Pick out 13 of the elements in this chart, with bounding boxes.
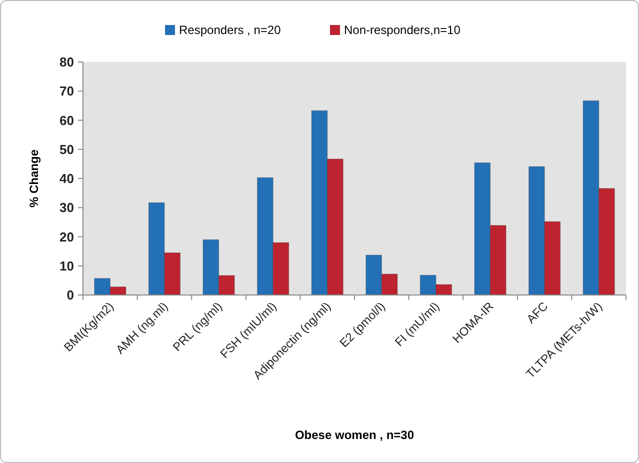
y-tick-label: 10 <box>60 258 74 274</box>
y-tick-label: 50 <box>60 142 74 157</box>
y-tick-label: 80 <box>60 54 74 70</box>
y-tick-label: 70 <box>60 84 74 99</box>
y-axis-title: % Change <box>27 149 41 208</box>
y-tick-label: 0 <box>66 288 74 303</box>
x-axis-title: Obese women , n=30 <box>294 428 414 442</box>
y-tick-label: 20 <box>60 229 74 244</box>
y-tick-label: 60 <box>60 112 74 128</box>
legend-label: Non-responders,n=10 <box>344 23 461 37</box>
legend-label: Responders , n=20 <box>179 23 282 37</box>
y-tick-label: 40 <box>60 171 74 186</box>
y-tick-label: 30 <box>60 200 74 216</box>
